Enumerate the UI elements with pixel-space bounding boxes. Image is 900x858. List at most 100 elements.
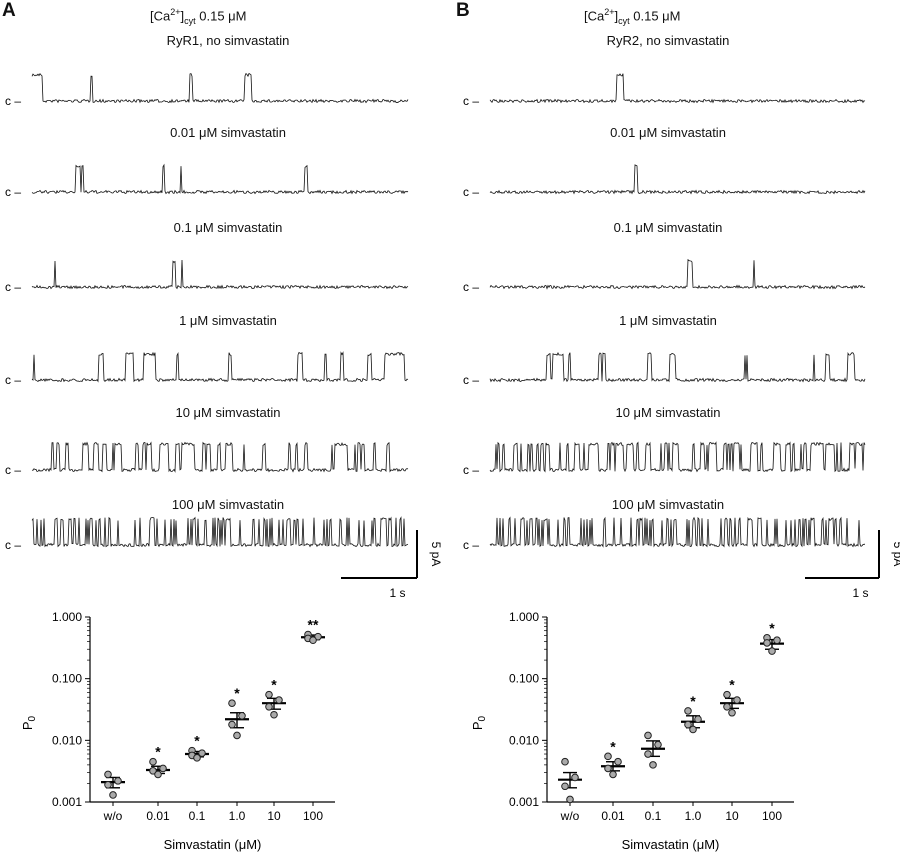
panel-b: B [Ca2+]cyt 0.15 μM RyR2, no simvastatin…	[450, 0, 900, 858]
data-point	[684, 720, 692, 729]
trace-title: RyR1, no simvastatin	[166, 33, 290, 48]
x-tick-label: w/o	[560, 809, 580, 823]
x-tick-label: 100	[762, 809, 782, 823]
time-scale-label: 1 s	[853, 586, 869, 600]
significance-marker: *	[194, 733, 200, 749]
panel-letter: B	[456, 0, 470, 21]
x-tick-label: 0.1	[189, 809, 206, 823]
closed-level-label: c –	[5, 280, 21, 294]
current-scale-label: 5 pA	[429, 542, 443, 567]
data-point	[614, 757, 622, 766]
x-tick-label: 0.01	[601, 809, 625, 823]
data-point	[193, 754, 201, 762]
current-traces: c – c – c – c – c – c – 1 s 5 pA	[5, 72, 443, 600]
data-point	[149, 767, 157, 775]
y-axis-title-subscript: 0	[27, 715, 38, 721]
significance-marker: *	[271, 677, 277, 693]
current-scale-label: 5 pA	[891, 542, 900, 567]
x-tick-label: 0.1	[645, 809, 662, 823]
data-point	[198, 749, 206, 757]
closed-level-label: c –	[463, 185, 479, 199]
x-axis-title: Simvastatin (μM)	[164, 837, 262, 852]
data-point	[644, 731, 652, 740]
data-point	[723, 690, 731, 699]
data-point	[773, 636, 781, 645]
data-point	[114, 777, 122, 785]
y-axis-title-base: P	[470, 721, 485, 730]
data-point	[604, 752, 612, 761]
y-tick-label: 1.000	[509, 610, 539, 624]
data-point	[159, 764, 167, 773]
data-point	[233, 731, 241, 740]
trace-title: 0.01 μM simvastatin	[170, 125, 286, 140]
y-tick-label: 0.001	[509, 795, 539, 809]
y-axis-title: P0	[470, 715, 488, 730]
data-point	[309, 636, 317, 645]
data-point	[649, 761, 657, 769]
closed-level-label: c –	[5, 538, 21, 552]
current-trace	[31, 441, 409, 473]
data-point	[763, 639, 771, 647]
po-chart: 0.001 0.010 0.100 1.000 w/o 0.01 * 0.1 1.0 * 10 * 10…	[470, 610, 794, 852]
current-trace	[489, 441, 866, 473]
y-tick-label: 0.100	[52, 672, 82, 686]
x-tick-label: 1.0	[229, 809, 246, 823]
data-point	[561, 757, 569, 766]
time-scale-label: 1 s	[390, 586, 406, 600]
data-point	[314, 632, 322, 641]
data-point	[109, 791, 117, 799]
calcium-condition: [Ca2+]cyt 0.15 μM	[150, 7, 247, 26]
data-point	[604, 764, 612, 773]
x-tick-label: 100	[303, 809, 323, 823]
data-point	[228, 699, 236, 708]
data-point	[644, 750, 652, 758]
data-point	[270, 710, 278, 719]
panel-letter: A	[2, 0, 16, 21]
panel-a: A [Ca2+]cyt 0.15 μM RyR1, no simvastatin…	[2, 0, 443, 852]
data-point	[265, 690, 273, 699]
closed-level-label: c –	[463, 94, 479, 108]
closed-level-label: c –	[463, 538, 479, 552]
data-point	[723, 702, 731, 711]
closed-level-label: c –	[5, 94, 21, 108]
trace-title: 10 μM simvastatin	[615, 405, 721, 420]
significance-marker: **	[308, 617, 319, 633]
current-trace	[31, 72, 409, 104]
closed-level-label: c –	[5, 463, 21, 477]
closed-level-label: c –	[463, 280, 479, 294]
data-point	[694, 715, 702, 724]
current-trace	[489, 258, 866, 290]
data-point	[728, 708, 736, 717]
trace-title: 100 μM simvastatin	[171, 497, 285, 512]
significance-marker: *	[769, 620, 775, 636]
trace-title: 1 μM simvastatin	[179, 313, 277, 328]
y-tick-label: 0.010	[52, 733, 82, 747]
closed-level-label: c –	[463, 373, 479, 387]
x-tick-label: 0.01	[146, 809, 170, 823]
trace-title: 1 μM simvastatin	[619, 313, 717, 328]
current-trace	[31, 351, 409, 383]
trace-title: 10 μM simvastatin	[175, 405, 281, 420]
trace-title: 0.1 μM simvastatin	[613, 220, 723, 235]
current-trace	[31, 259, 409, 290]
data-point	[609, 770, 617, 779]
data-point	[689, 725, 697, 734]
current-trace	[489, 73, 866, 104]
trace-title: 100 μM simvastatin	[611, 497, 725, 512]
data-point	[104, 770, 112, 779]
current-trace	[31, 516, 409, 548]
data-point	[733, 696, 741, 704]
current-trace	[489, 351, 866, 383]
trace-title: RyR2, no simvastatin	[606, 33, 730, 48]
current-trace	[31, 163, 409, 195]
data-point	[571, 773, 579, 782]
x-tick-label: 1.0	[685, 809, 702, 823]
y-tick-label: 0.100	[509, 672, 539, 686]
data-point	[265, 702, 273, 711]
closed-level-label: c –	[5, 185, 21, 199]
x-tick-label: w/o	[103, 809, 123, 823]
y-axis-title-base: P	[20, 721, 35, 730]
x-tick-label: 10	[267, 809, 281, 823]
data-point	[228, 720, 236, 729]
data-point	[149, 757, 157, 766]
